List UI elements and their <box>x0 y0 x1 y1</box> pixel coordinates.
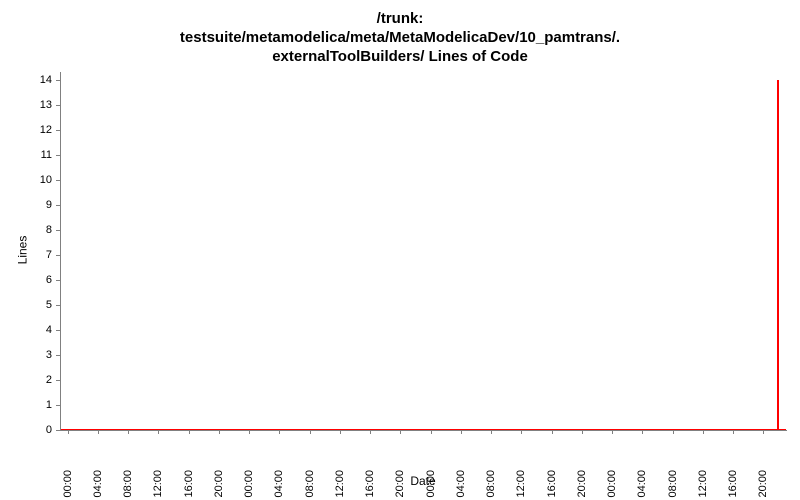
x-tick <box>370 430 371 434</box>
x-tick-label: 12:00 <box>152 470 164 498</box>
x-tick-label: 20:00 <box>213 470 225 498</box>
y-tick <box>56 380 60 381</box>
y-tick <box>56 155 60 156</box>
x-tick-label: 08:00 <box>667 470 679 498</box>
series-baseline <box>61 429 786 430</box>
x-tick <box>733 430 734 434</box>
x-tick <box>552 430 553 434</box>
y-tick <box>56 355 60 356</box>
x-tick-label: 04:00 <box>92 470 104 498</box>
y-tick-label: 3 <box>30 349 52 361</box>
x-tick-label: 12:00 <box>334 470 346 498</box>
x-tick-label: 16:00 <box>727 470 739 498</box>
y-tick-label: 11 <box>30 149 52 161</box>
x-tick-label: 20:00 <box>576 470 588 498</box>
y-tick <box>56 180 60 181</box>
loc-chart: /trunk: testsuite/metamodelica/meta/Meta… <box>0 0 800 500</box>
x-tick <box>310 430 311 434</box>
y-tick-label: 4 <box>30 324 52 336</box>
y-tick-label: 7 <box>30 249 52 261</box>
title-line-2: testsuite/metamodelica/meta/MetaModelica… <box>180 29 620 46</box>
x-tick <box>68 430 69 434</box>
x-tick-label: 08:00 <box>485 470 497 498</box>
y-tick-label: 5 <box>30 299 52 311</box>
x-tick <box>642 430 643 434</box>
y-tick-label: 9 <box>30 199 52 211</box>
x-tick-label: 00:00 <box>425 470 437 498</box>
x-tick-label: 12:00 <box>515 470 527 498</box>
y-tick-label: 0 <box>30 424 52 436</box>
title-line-1: /trunk: <box>377 10 424 27</box>
y-tick <box>56 430 60 431</box>
chart-title: /trunk: testsuite/metamodelica/meta/Meta… <box>0 10 800 66</box>
x-tick <box>763 430 764 434</box>
y-tick-label: 8 <box>30 224 52 236</box>
y-axis-label: Lines <box>15 236 29 265</box>
x-tick <box>279 430 280 434</box>
x-tick-label: 16:00 <box>183 470 195 498</box>
y-tick-label: 13 <box>30 99 52 111</box>
y-tick <box>56 330 60 331</box>
x-tick <box>249 430 250 434</box>
y-tick <box>56 130 60 131</box>
x-tick <box>98 430 99 434</box>
x-tick-label: 12:00 <box>697 470 709 498</box>
title-line-3: externalToolBuilders/ Lines of Code <box>272 48 528 65</box>
x-tick <box>491 430 492 434</box>
x-tick-label: 00:00 <box>62 470 74 498</box>
x-tick <box>673 430 674 434</box>
x-tick-label: 20:00 <box>394 470 406 498</box>
x-tick-label: 04:00 <box>273 470 285 498</box>
y-tick-label: 14 <box>30 74 52 86</box>
x-tick <box>128 430 129 434</box>
x-tick-label: 04:00 <box>455 470 467 498</box>
y-tick <box>56 280 60 281</box>
x-tick-label: 16:00 <box>364 470 376 498</box>
x-tick-label: 04:00 <box>636 470 648 498</box>
x-tick <box>582 430 583 434</box>
y-tick <box>56 405 60 406</box>
plot-area <box>60 72 787 431</box>
x-tick <box>703 430 704 434</box>
y-tick <box>56 255 60 256</box>
x-tick-label: 16:00 <box>546 470 558 498</box>
y-tick <box>56 80 60 81</box>
y-tick <box>56 230 60 231</box>
x-tick <box>431 430 432 434</box>
y-tick <box>56 305 60 306</box>
y-tick-label: 12 <box>30 124 52 136</box>
x-tick-label: 00:00 <box>243 470 255 498</box>
x-tick <box>340 430 341 434</box>
y-tick-label: 10 <box>30 174 52 186</box>
x-tick <box>219 430 220 434</box>
y-tick <box>56 205 60 206</box>
x-tick <box>158 430 159 434</box>
x-tick-label: 08:00 <box>122 470 134 498</box>
x-tick <box>400 430 401 434</box>
series-spike <box>777 80 779 430</box>
x-tick <box>189 430 190 434</box>
y-tick <box>56 105 60 106</box>
x-tick-label: 20:00 <box>757 470 769 498</box>
x-tick-label: 00:00 <box>606 470 618 498</box>
x-tick-label: 08:00 <box>304 470 316 498</box>
y-tick-label: 1 <box>30 399 52 411</box>
y-tick-label: 6 <box>30 274 52 286</box>
y-tick-label: 2 <box>30 374 52 386</box>
x-tick <box>612 430 613 434</box>
x-tick <box>521 430 522 434</box>
x-tick <box>461 430 462 434</box>
